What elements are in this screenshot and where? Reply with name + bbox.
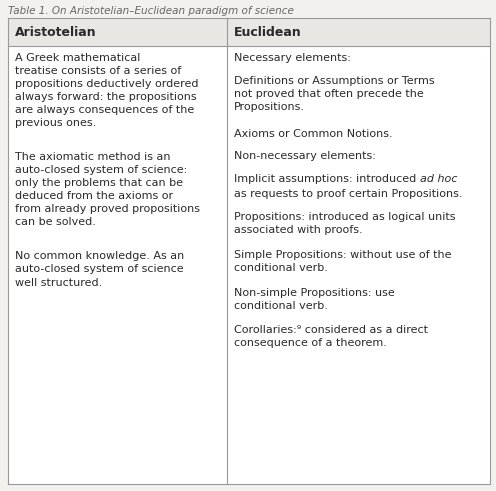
- Text: Euclidean: Euclidean: [234, 26, 302, 38]
- Bar: [8, 18, 490, 46]
- Text: A Greek mathematical
treatise consists of a series of
propositions deductively o: A Greek mathematical treatise consists o…: [15, 53, 198, 128]
- Text: Non-necessary elements:: Non-necessary elements:: [234, 151, 376, 162]
- Text: Aristotelian: Aristotelian: [15, 26, 97, 38]
- Text: Simple Propositions: without use of the
conditional verb.: Simple Propositions: without use of the …: [234, 249, 452, 273]
- Text: Necessary elements:: Necessary elements:: [234, 53, 351, 63]
- Text: The axiomatic method is an
auto-closed system of science:
only the problems that: The axiomatic method is an auto-closed s…: [15, 152, 200, 227]
- Text: Definitions or Assumptions or Terms
not proved that often precede the
Propositio: Definitions or Assumptions or Terms not …: [234, 76, 435, 111]
- Text: No common knowledge. As an
auto-closed system of science
well structured.: No common knowledge. As an auto-closed s…: [15, 251, 184, 288]
- Text: Corollaries:⁹ considered as a direct
consequence of a theorem.: Corollaries:⁹ considered as a direct con…: [234, 326, 429, 349]
- Text: as requests to proof certain Propositions.: as requests to proof certain Proposition…: [234, 189, 463, 199]
- Text: ad hoc: ad hoc: [420, 174, 457, 184]
- Text: Implicit assumptions: introduced: Implicit assumptions: introduced: [234, 174, 420, 184]
- Text: Non-simple Propositions: use
conditional verb.: Non-simple Propositions: use conditional…: [234, 288, 395, 311]
- Text: Table 1. On Aristotelian–Euclidean paradigm of science: Table 1. On Aristotelian–Euclidean parad…: [8, 6, 294, 16]
- Text: Propositions: introduced as logical units
associated with proofs.: Propositions: introduced as logical unit…: [234, 212, 456, 235]
- Text: Axioms or Common Notions.: Axioms or Common Notions.: [234, 129, 393, 139]
